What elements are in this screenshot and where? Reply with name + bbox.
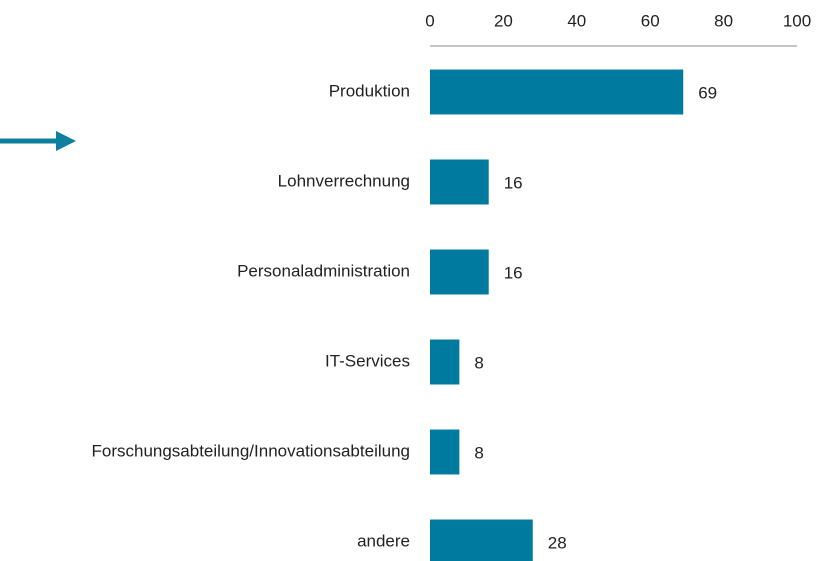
x-tick-label: 80 (714, 11, 733, 30)
value-label: 16 (504, 263, 523, 282)
category-label: Lohnverrechnung (278, 171, 410, 190)
category-label: Produktion (329, 81, 410, 100)
x-tick-label: 0 (425, 11, 434, 30)
value-label: 69 (698, 83, 717, 102)
category-label: IT-Services (325, 351, 410, 370)
arrow (0, 131, 76, 151)
bar (430, 519, 533, 561)
arrow-head (56, 131, 76, 151)
bar (430, 339, 460, 385)
category-label: Forschungsabteilung/Innovationsabteilung (91, 441, 410, 460)
x-tick-label: 100 (783, 11, 811, 30)
bar (430, 249, 489, 295)
bar (430, 69, 684, 115)
x-tick-label: 40 (567, 11, 586, 30)
value-label: 16 (504, 173, 523, 192)
x-tick-label: 60 (641, 11, 660, 30)
value-label: 8 (474, 443, 483, 462)
bar (430, 159, 489, 205)
x-tick-label: 20 (494, 11, 513, 30)
value-label: 8 (474, 353, 483, 372)
bar (430, 429, 460, 475)
category-label: Personaladministration (237, 261, 410, 280)
value-label: 28 (548, 533, 567, 552)
category-label: andere (357, 531, 410, 550)
